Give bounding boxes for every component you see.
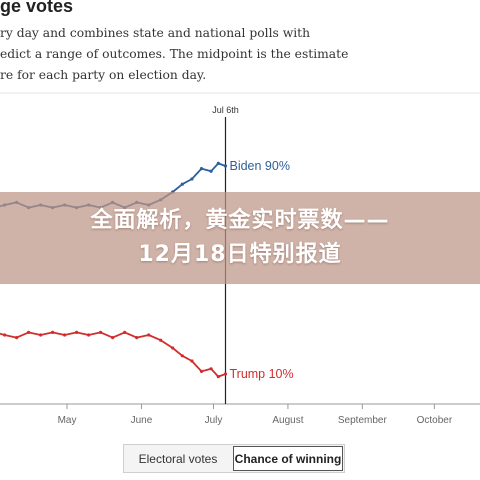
description-line-2: edict a range of outcomes. The midpoint … <box>0 47 349 61</box>
data-point-trump <box>135 336 139 340</box>
banner-headline: 全面解析，黄金实时票数—— 12月18日特别报道 <box>0 192 480 284</box>
description-line-3: re for each party on election day. <box>0 68 207 82</box>
chart-title: ge votes <box>0 0 74 16</box>
series-label-biden: Biden 90% <box>229 159 289 173</box>
x-tick-label: July <box>205 415 223 426</box>
data-point-trump <box>180 354 184 358</box>
data-point-biden <box>216 161 220 165</box>
data-point-trump <box>147 333 151 337</box>
data-point-trump <box>111 336 115 340</box>
data-point-trump <box>190 359 194 363</box>
data-point-trump <box>3 333 7 337</box>
data-point-trump <box>123 330 127 334</box>
description-line-1: ry day and combines state and national p… <box>0 26 311 40</box>
series-line-trump <box>0 331 226 378</box>
data-point-biden <box>199 167 204 171</box>
marker-label: Jul 6th <box>212 105 239 115</box>
chance-of-winning-button[interactable]: Chance of winning <box>233 446 343 471</box>
x-tick-label: August <box>272 415 303 426</box>
data-point-trump <box>171 346 175 350</box>
x-tick-label: June <box>131 415 153 426</box>
view-toggle: Electoral votes Chance of winning <box>123 444 345 473</box>
data-point-trump <box>63 333 67 337</box>
banner-line-2: 12月18日特别报道 <box>138 242 342 267</box>
data-point-trump <box>15 336 19 340</box>
data-point-trump <box>75 330 79 334</box>
chart-description: ry day and combines state and national p… <box>0 23 470 86</box>
data-point-trump <box>51 330 55 334</box>
data-point-trump <box>223 372 228 376</box>
data-point-trump <box>209 367 213 371</box>
banner-overlay <box>0 192 480 284</box>
data-point-trump <box>99 330 103 334</box>
data-point-trump <box>39 333 43 337</box>
data-point-trump <box>27 330 31 334</box>
x-tick-label: May <box>58 415 77 426</box>
electoral-votes-button[interactable]: Electoral votes <box>138 451 218 466</box>
x-tick-label: October <box>417 415 453 426</box>
data-point-trump <box>216 375 220 379</box>
data-point-biden <box>190 177 194 181</box>
banner-line-1: 全面解析，黄金实时票数—— <box>90 208 390 233</box>
data-point-trump <box>87 333 91 337</box>
x-tick-label: September <box>338 415 388 426</box>
series-label-trump: Trump 10% <box>229 367 293 381</box>
data-point-biden <box>209 169 213 173</box>
data-point-trump <box>199 369 204 373</box>
data-point-trump <box>159 338 163 342</box>
data-point-biden <box>180 182 184 186</box>
data-point-biden <box>223 164 228 168</box>
